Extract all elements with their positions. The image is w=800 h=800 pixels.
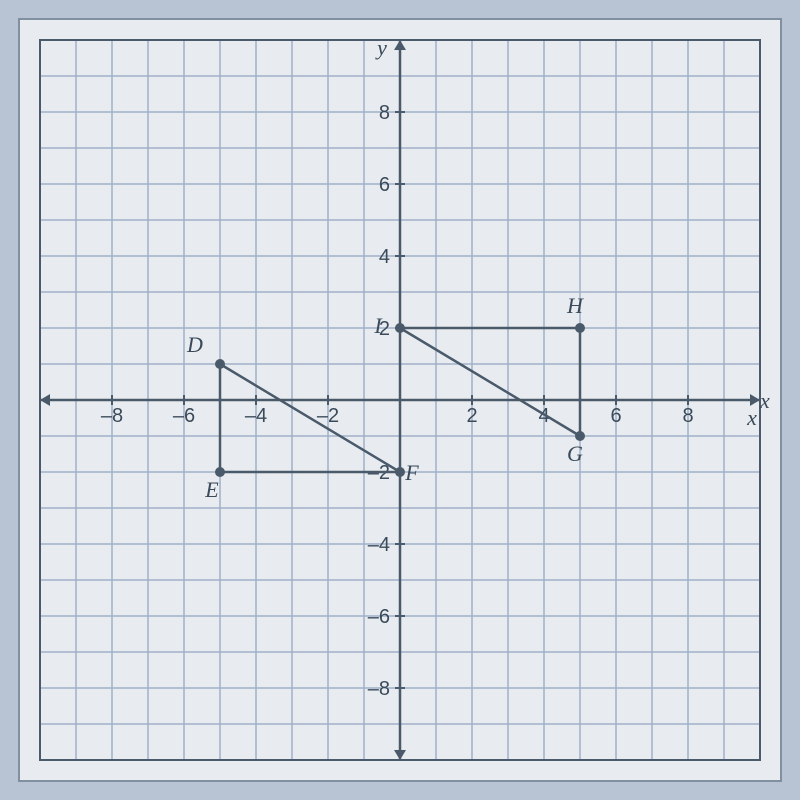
x-axis-arrow-left xyxy=(40,394,50,406)
point-H xyxy=(575,323,585,333)
y-axis-label-char: y xyxy=(375,35,387,60)
point-label-G: G xyxy=(567,441,583,466)
x-tick-label: 2 xyxy=(466,405,477,427)
y-tick-label: –4 xyxy=(368,534,390,556)
point-I xyxy=(395,323,405,333)
x-tick-label: –4 xyxy=(245,405,267,427)
point-F xyxy=(395,467,405,477)
point-D xyxy=(215,359,225,369)
graph-canvas: –8–6–4–22468–8–6–42468–2xxyDEFIGH xyxy=(20,20,780,780)
y-tick-label: –8 xyxy=(368,678,390,700)
x-tick-label: 6 xyxy=(610,405,621,427)
point-label-H: H xyxy=(566,293,584,318)
y-tick-label: –6 xyxy=(368,606,390,628)
point-label-D: D xyxy=(186,332,203,357)
x-axis-label: x xyxy=(759,388,770,413)
point-label-E: E xyxy=(204,477,219,502)
point-E xyxy=(215,467,225,477)
y-axis-arrow-down xyxy=(394,750,406,760)
y-tick-label: 8 xyxy=(379,102,390,124)
triangle_IGH xyxy=(400,328,580,436)
coordinate-graph: –8–6–4–22468–8–6–42468–2xxyDEFIGH xyxy=(18,18,782,782)
x-axis-label-char: x xyxy=(746,405,757,430)
point-label-F: F xyxy=(404,460,419,485)
y-tick-label: 6 xyxy=(379,174,390,196)
y-tick-label: 4 xyxy=(379,246,390,268)
point-G xyxy=(575,431,585,441)
y-axis-arrow-up xyxy=(394,40,406,50)
x-tick-label: –6 xyxy=(173,405,195,427)
x-tick-label: –8 xyxy=(101,405,123,427)
x-tick-label: 8 xyxy=(682,405,693,427)
